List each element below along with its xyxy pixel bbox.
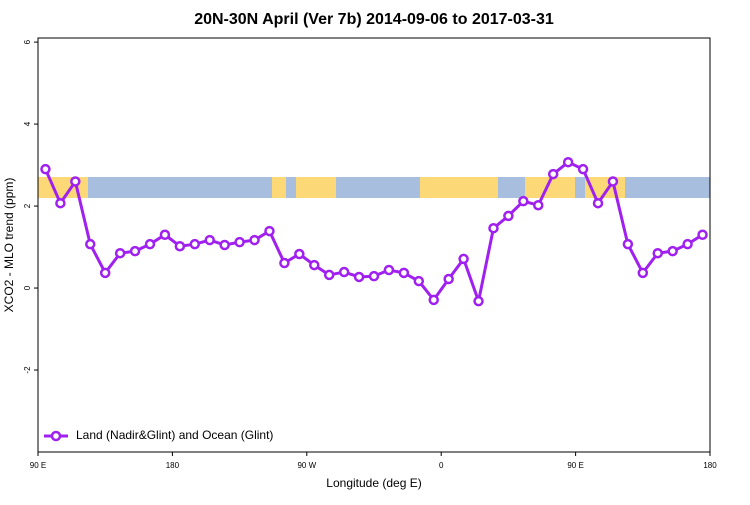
data-point <box>592 197 604 209</box>
data-point <box>428 294 439 306</box>
data-point <box>518 195 529 207</box>
data-point <box>309 259 320 271</box>
data-point <box>99 267 111 279</box>
data-point <box>114 247 126 259</box>
data-point <box>70 176 81 187</box>
data-point <box>622 238 634 250</box>
data-point <box>129 245 141 257</box>
data-point <box>323 269 335 281</box>
y-tick-label: 0 <box>23 285 32 290</box>
data-point <box>249 234 260 246</box>
legend-label: Land (Nadir&Glint) and Ocean (Glint) <box>76 428 273 442</box>
y-tick-label: 2 <box>23 203 32 208</box>
data-point <box>40 163 51 175</box>
x-axis-label: Longitude (deg E) <box>326 476 421 490</box>
data-point <box>204 234 215 246</box>
data-point <box>637 267 649 279</box>
data-point <box>294 248 305 260</box>
data-point <box>159 229 171 241</box>
data-point <box>667 245 678 257</box>
x-tick-label: 180 <box>703 461 717 470</box>
x-tick-label: 180 <box>166 461 180 470</box>
data-point <box>607 176 619 187</box>
data-point <box>144 238 156 250</box>
data-point <box>398 267 410 279</box>
data-point <box>697 229 708 241</box>
data-point <box>85 238 96 250</box>
data-point <box>488 222 499 234</box>
plot-frame <box>37 37 711 453</box>
data-point <box>353 271 365 283</box>
data-point <box>279 257 290 269</box>
data-point <box>174 240 186 252</box>
data-point <box>413 275 425 287</box>
data-point <box>547 168 559 180</box>
x-tick-label: 0 <box>439 461 444 470</box>
data-point <box>473 295 484 307</box>
data-point <box>533 199 544 211</box>
chart-title: 20N-30N April (Ver 7b) 2014-09-06 to 201… <box>194 11 554 28</box>
data-point <box>443 273 454 285</box>
y-tick-label: 6 <box>23 39 32 44</box>
legend-marker <box>50 430 62 442</box>
data-point <box>338 266 350 278</box>
data-point <box>503 210 514 222</box>
data-point <box>234 236 245 248</box>
data-point <box>458 253 469 265</box>
x-tick-label: 90 E <box>30 461 46 470</box>
data-point <box>189 238 201 250</box>
y-axis-label: XCO2 - MLO trend (ppm) <box>2 178 16 313</box>
data-point <box>682 238 693 250</box>
y-tick-label: 4 <box>23 121 32 126</box>
data-point <box>264 225 275 237</box>
data-point <box>652 247 663 259</box>
y-tick-label: -2 <box>23 366 32 374</box>
x-tick-label: 90 E <box>567 461 583 470</box>
x-tick-label: 90 W <box>297 461 316 470</box>
data-point <box>562 156 574 168</box>
data-point <box>55 197 66 209</box>
legend: Land (Nadir&Glint) and Ocean (Glint) <box>44 428 273 442</box>
data-point <box>577 163 589 175</box>
data-point <box>368 270 380 282</box>
data-point <box>219 239 230 251</box>
data-point <box>383 264 395 276</box>
